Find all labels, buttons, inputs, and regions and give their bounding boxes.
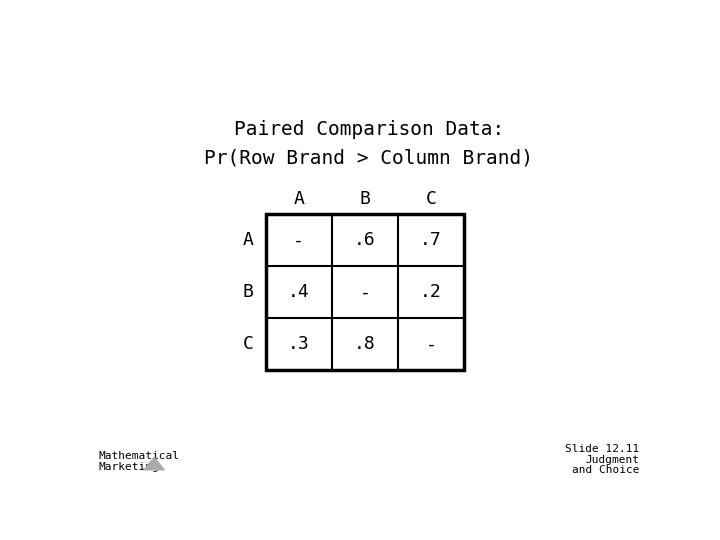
Polygon shape [144, 457, 164, 470]
Text: -: - [359, 284, 370, 301]
Text: Paired Comparison Data:: Paired Comparison Data: [234, 120, 504, 139]
Text: .4: .4 [288, 284, 310, 301]
Text: B: B [359, 190, 370, 208]
Text: .8: .8 [354, 335, 376, 353]
Text: A: A [293, 190, 305, 208]
Text: Judgment: Judgment [585, 455, 639, 465]
Text: Mathematical: Mathematical [99, 451, 179, 462]
Text: .3: .3 [288, 335, 310, 353]
Text: .6: .6 [354, 232, 376, 249]
Text: A: A [243, 232, 253, 249]
Text: C: C [426, 190, 436, 208]
Text: Slide 12.11: Slide 12.11 [565, 444, 639, 455]
Text: Marketing: Marketing [99, 462, 159, 472]
Text: .7: .7 [420, 232, 442, 249]
Text: B: B [243, 284, 253, 301]
Text: -: - [293, 232, 305, 249]
Text: .2: .2 [420, 284, 442, 301]
Text: C: C [243, 335, 253, 353]
Text: and Choice: and Choice [572, 465, 639, 475]
Text: -: - [426, 335, 436, 353]
Bar [266, 214, 464, 370]
Text: Pr(Row Brand > Column Brand): Pr(Row Brand > Column Brand) [204, 149, 534, 168]
